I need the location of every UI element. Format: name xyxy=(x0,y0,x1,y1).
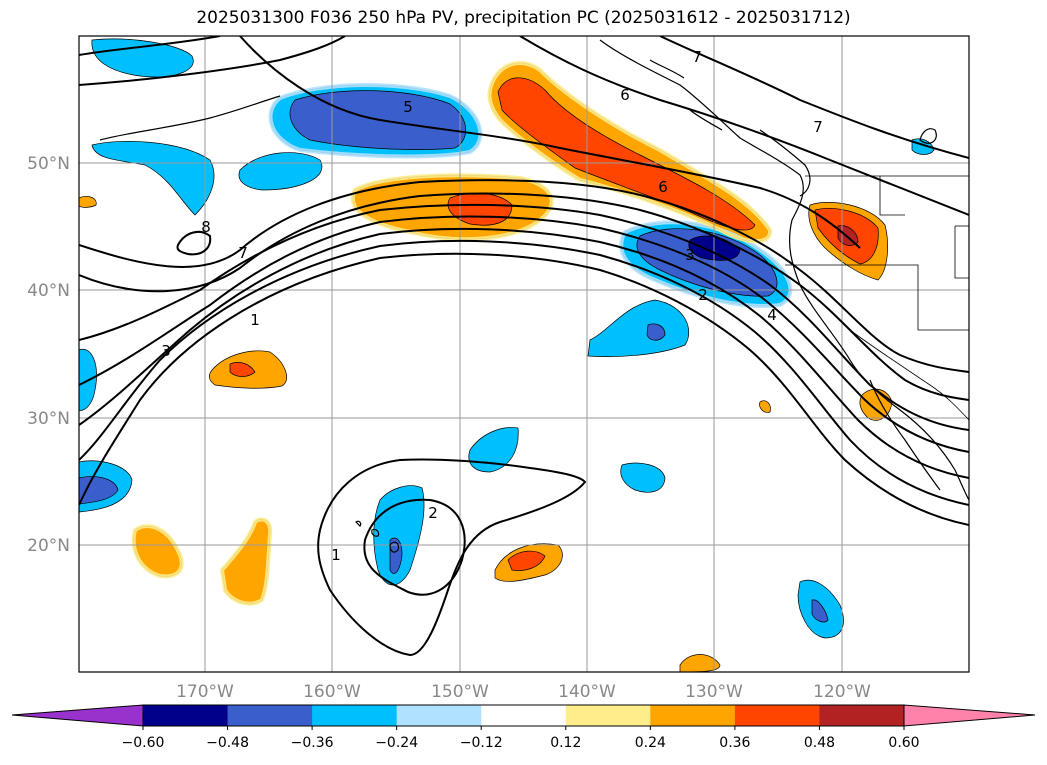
lon-label: 160°W xyxy=(303,682,361,702)
contour-label: 4 xyxy=(767,306,777,324)
colorbar-tick-label: −0.12 xyxy=(460,735,503,751)
colorbar-tick-label: 0.36 xyxy=(719,735,750,751)
colorbar-swatch xyxy=(650,705,736,726)
contour-label: 2 xyxy=(428,504,438,522)
contour-label: 2 xyxy=(698,286,708,304)
colorbar-tick-label: 0.24 xyxy=(635,735,666,751)
contour-label: 3 xyxy=(161,342,171,360)
colorbar-tick-label: −0.36 xyxy=(291,735,334,751)
colorbar-swatch xyxy=(312,705,398,726)
colorbar-swatch xyxy=(227,705,313,726)
lat-label: 30°N xyxy=(27,409,70,429)
contour-label: 7 xyxy=(813,118,823,136)
colorbar-swatch-extend-low xyxy=(12,705,143,726)
contour-label: 3 xyxy=(685,246,695,264)
lon-label: 170°W xyxy=(176,682,234,702)
contour-label: 5 xyxy=(403,98,413,116)
colorbar-tick-label: −0.48 xyxy=(206,735,249,751)
lat-label: 20°N xyxy=(27,536,70,556)
contour-labels: 7 6 5 6 7 8 7 1 3 3 2 4 2 1 xyxy=(161,48,823,564)
lon-label: 150°W xyxy=(431,682,489,702)
colorbar-swatch xyxy=(565,705,651,726)
pv-contours xyxy=(79,36,969,657)
colorbar-tick-label: 0.12 xyxy=(550,735,581,751)
lat-label: 40°N xyxy=(27,281,70,301)
longitude-labels: 170°W 160°W 150°W 140°W 130°W 120°W xyxy=(176,682,871,702)
colorbar-tick-label: −0.60 xyxy=(122,735,165,751)
colorbar-swatch xyxy=(819,705,905,726)
map-area: 7 6 5 6 7 8 7 1 3 3 2 4 2 1 xyxy=(79,36,969,672)
contour-label: 6 xyxy=(620,86,630,104)
contour-label: 7 xyxy=(692,48,702,66)
coastlines xyxy=(99,39,969,553)
political-borders xyxy=(785,175,969,421)
contour-label: 7 xyxy=(238,244,248,262)
colorbar-tick-label: 0.60 xyxy=(888,735,919,751)
contour-label: 6 xyxy=(658,178,668,196)
lat-label: 50°N xyxy=(27,154,70,174)
plot-title: 2025031300 F036 250 hPa PV, precipitatio… xyxy=(196,8,851,28)
map-frame xyxy=(78,35,970,673)
colorbar-swatch xyxy=(143,705,229,726)
contour-label: 1 xyxy=(250,311,260,329)
lon-label: 120°W xyxy=(813,682,871,702)
lon-label: 130°W xyxy=(685,682,743,702)
contour-label: 1 xyxy=(331,546,341,564)
colorbar-swatch xyxy=(481,705,567,726)
colorbar-swatch xyxy=(734,705,820,726)
colorbar-tick-label: −0.24 xyxy=(375,735,418,751)
latitude-labels: 50°N 40°N 30°N 20°N xyxy=(27,154,70,556)
colorbar: −0.60 −0.48 −0.36 −0.24 −0.12 0.12 0.24 0.36 0.4… xyxy=(11,704,1036,751)
colorbar-tick-label: 0.48 xyxy=(804,735,835,751)
contour-label: 8 xyxy=(201,218,211,236)
weak-anomaly-halo xyxy=(131,60,793,606)
lon-label: 140°W xyxy=(558,682,616,702)
colorbar-swatch xyxy=(396,705,482,726)
colorbar-swatch-extend-high xyxy=(904,705,1035,726)
